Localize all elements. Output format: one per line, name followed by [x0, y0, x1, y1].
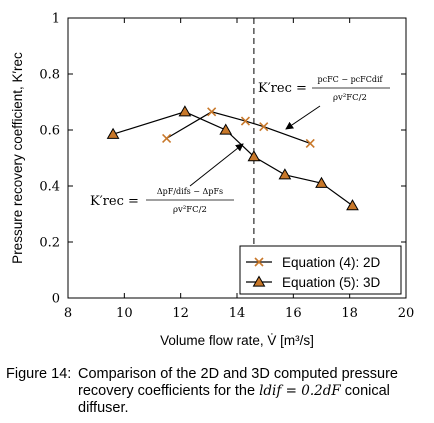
data-point-triangle-marker [106, 127, 120, 139]
x-tick-label: 8 [64, 306, 72, 321]
y-tick-label: 0 [52, 292, 60, 307]
chart: 8 10 12 14 16 18 20 0 0.2 0.4 0.6 0.8 1 Volume flow… [10, 12, 414, 349]
x-tick-label: 12 [172, 306, 189, 321]
annotation-3d-arrow [189, 143, 244, 187]
data-point-x-marker [305, 138, 315, 149]
series-2d [162, 107, 315, 149]
series-line [112, 111, 353, 207]
legend-2d-label: Equation (4): 2D [282, 255, 381, 270]
data-point-triangle-marker [178, 105, 192, 117]
annotation-3d-equation: K′rec = ΔpF/difs − ΔpFs ρv²FC/2 [90, 143, 244, 215]
legend-2d-x-glyph [254, 257, 264, 267]
data-point-triangle-marker [315, 176, 328, 188]
legend-entry-2d: Equation (4): 2D [246, 255, 381, 270]
x-tick-label: 18 [341, 306, 358, 321]
annotation-2d-equation: K′rec = pcFC − pcFCdif ρv²FC/2 [258, 75, 390, 130]
x-tick-label: 10 [116, 306, 133, 321]
x-tick-label: 20 [398, 306, 415, 321]
figure-caption: Figure 14: Comparison of the 2D and 3D c… [6, 366, 426, 417]
x-axis-ticks: 8 10 12 14 16 18 20 [64, 18, 414, 321]
annotation-2d-lhs: K′rec = [258, 81, 307, 96]
caption-body: Comparison of the 2D and 3D computed pre… [78, 366, 426, 417]
caption-text-after: conical diffuser. [78, 383, 390, 416]
annotation-3d-denominator: ρv²FC/2 [173, 205, 207, 215]
caption-math: ldif = 0.2dF [259, 383, 341, 399]
legend: Equation (4): 2D Equation (5): 3D [239, 245, 402, 295]
x-tick-label: 14 [229, 306, 246, 321]
x-tick-label: 16 [285, 306, 302, 321]
data-point-x-marker [162, 133, 172, 143]
y-tick-label: 0.6 [39, 124, 60, 139]
annotation-2d-numerator: pcFC − pcFCdif [318, 75, 384, 84]
annotation-3d-lhs: K′rec = [90, 194, 139, 209]
y-axis-title: Pressure recovery coefficient, K′rec [10, 52, 25, 264]
series-layer [106, 105, 359, 211]
annotation-3d-numerator: ΔpF/difs − ΔpFs [157, 187, 223, 196]
legend-box [239, 245, 402, 295]
y-tick-label: 0.8 [39, 68, 60, 83]
legend-3d-label: Equation (5): 3D [282, 275, 381, 290]
data-point-triangle-marker [219, 123, 233, 135]
legend-3d-triangle-glyph [252, 275, 266, 287]
caption-text-before: Comparison of the 2D and 3D computed pre… [78, 366, 398, 399]
data-point-triangle-marker [247, 150, 261, 162]
annotation-2d-arrow [285, 105, 321, 130]
data-point-triangle-marker [346, 199, 359, 211]
y-tick-label: 0.4 [39, 180, 60, 195]
data-point-x-marker [207, 107, 217, 117]
y-tick-label: 1 [52, 12, 60, 27]
data-point-x-marker [240, 116, 251, 126]
caption-label: Figure 14: [6, 366, 72, 382]
legend-3d-triangle-marker [252, 275, 266, 287]
series-3d [106, 105, 359, 211]
data-point-triangle-marker [278, 168, 292, 180]
x-axis-title: Volume flow rate, V̇ [m³/s] [160, 333, 314, 348]
legend-entry-3d: Equation (5): 3D [246, 275, 381, 290]
y-axis-ticks: 0 0.2 0.4 0.6 0.8 1 [39, 12, 406, 307]
data-point-x-marker [259, 122, 269, 132]
annotation-2d-denominator: ρv²FC/2 [333, 93, 367, 103]
legend-2d-x-marker [254, 257, 264, 267]
y-tick-label: 0.2 [39, 236, 60, 251]
